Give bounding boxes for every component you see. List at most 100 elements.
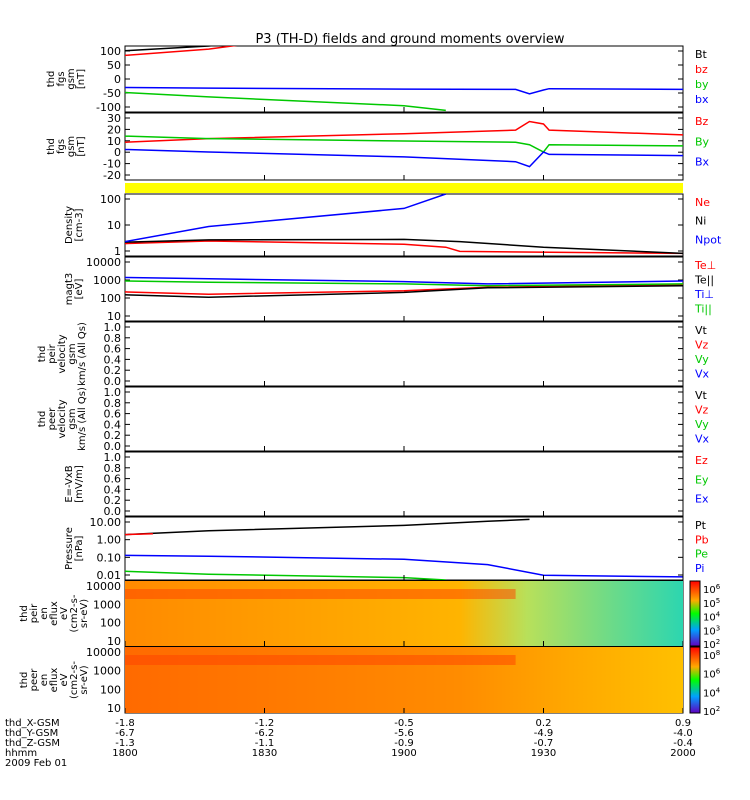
legend-entry: Pb [695, 533, 709, 546]
x-axis-value: 0.9 [675, 718, 691, 729]
legend-entry: Ne [695, 196, 710, 209]
y-tick-label: 100 [100, 193, 121, 206]
y-tick-label: 10 [107, 310, 121, 323]
y-tick-label: -10 [103, 158, 121, 171]
x-axis-value: -1.2 [255, 718, 275, 729]
x-axis-value: -1.3 [115, 738, 135, 749]
y-axis-label-line: eV [59, 673, 70, 686]
spectrogram-band [125, 655, 516, 665]
series-line-Pe [125, 570, 446, 580]
y-axis-label: thd fgs gsm [nT] [46, 68, 87, 89]
y-axis-label-line: km/s (All Qs) [77, 322, 88, 386]
y-tick-label: 0.6 [104, 408, 122, 421]
y-axis-label-line: eflux [49, 668, 60, 693]
series-line-Bt [125, 46, 216, 52]
legend-entry: Pi [695, 562, 704, 575]
legend-entry: Pt [695, 519, 707, 532]
legend-entry: Vx [695, 368, 710, 381]
y-axis-label: thd peer en eflux eV (cm2-s-sr-eV) [19, 661, 90, 699]
panel-frame [124, 45, 684, 113]
panel-peir_velocity: thd peir velocity gsm km/s (All Qs) 1.00.80.6… [37, 321, 710, 388]
y-axis-label-line: Pressure [64, 527, 75, 570]
y-axis-label-line: velocity [57, 334, 68, 373]
colorbar-tick-label: 102 [703, 638, 720, 651]
legend-entry: By [695, 135, 710, 148]
y-tick-label: 10000 [86, 646, 121, 659]
figure-title: P3 (TH-D) fields and ground moments over… [255, 32, 564, 47]
legend-entry: Vy [695, 418, 709, 431]
y-axis-label-line: gsm [67, 343, 78, 364]
legend-entry: Ey [695, 473, 709, 486]
legend-entry: Ti|| [694, 303, 712, 316]
y-tick-label: 0 [114, 146, 121, 159]
y-axis-label-line: thd [19, 605, 30, 622]
flag-bar [125, 183, 683, 193]
x-axis-value: -6.7 [115, 728, 135, 739]
series-line-bz [125, 46, 238, 57]
y-axis-label-line: (cm2-s- [69, 661, 80, 699]
legend-entry: Vz [695, 339, 709, 352]
panel-frame [124, 386, 684, 452]
y-axis-label-line: km/s (All Qs) [77, 387, 88, 451]
series-line-by [125, 91, 446, 112]
y-tick-label: 1000 [93, 665, 121, 678]
y-tick-label: 100 [100, 683, 121, 696]
y-tick-label: 30 [107, 112, 121, 125]
panel-frame [124, 451, 684, 517]
y-tick-label: 100 [100, 45, 121, 58]
x-axis-value: -1.8 [115, 718, 135, 729]
x-axis-value: -6.2 [255, 728, 275, 739]
legend-entry: bz [695, 63, 708, 76]
y-axis-label: thd fgs gsm [nT] [46, 136, 87, 157]
y-tick-label: -100 [96, 101, 121, 114]
y-tick-label: 1000 [93, 274, 121, 287]
panel-peer_spectrum: thd peer en eflux eV (cm2-s-sr-eV) 10000 1000 10… [19, 646, 721, 718]
y-tick-label: 100 [100, 617, 121, 630]
series-group [125, 120, 683, 168]
colorbar-tick-label: 106 [703, 583, 721, 596]
y-tick-label: 1.0 [104, 386, 122, 399]
x-axis-value: -0.9 [394, 738, 414, 749]
colorbar-tick-label: 105 [703, 597, 720, 610]
y-tick-label: 10 [107, 702, 121, 715]
y-axis-label-line: thd [37, 411, 48, 428]
y-axis-label-line: [cm-3] [74, 208, 85, 241]
y-tick-label: 10 [107, 135, 121, 148]
colorbar [689, 646, 701, 714]
x-axis-value: -0.4 [673, 738, 693, 749]
series-line-Pt [125, 518, 530, 536]
legend-entry: Vx [695, 433, 710, 446]
y-axis-label-line: gsm [66, 136, 77, 157]
y-axis-label-line: Density [64, 206, 75, 244]
colorbar-tick-label: 103 [703, 624, 720, 637]
x-axis-value: 1900 [391, 748, 416, 759]
y-tick-label: 0.8 [104, 332, 122, 345]
legend-entry: Ti⊥ [694, 288, 714, 301]
y-tick-label: 0 [114, 73, 121, 86]
y-tick-label: 0.4 [104, 483, 122, 496]
x-axis-value: -4.0 [673, 728, 693, 739]
y-tick-label: -20 [103, 169, 121, 182]
y-axis-label-line: peer [29, 668, 40, 692]
y-tick-label: 0.2 [104, 429, 122, 442]
y-axis-label-line: [nT] [76, 136, 87, 156]
legend-entry: Te⊥ [694, 259, 716, 272]
series-line-Bz [125, 120, 683, 143]
y-axis-label-line: eflux [49, 601, 60, 626]
y-axis-label-line: sr-eV) [79, 599, 90, 628]
legend-entry: Bt [695, 48, 708, 61]
y-tick-label: 0.4 [104, 418, 122, 431]
panel-frame [124, 516, 684, 581]
y-tick-label: 0.6 [104, 343, 122, 356]
colorbar-tick-label: 104 [703, 611, 721, 624]
y-axis-label-line: E=-VxB [64, 465, 75, 502]
y-axis-label: magt3 [eV] [64, 273, 85, 306]
y-tick-label: 1.00 [97, 534, 122, 547]
series-line-Ti|| [125, 280, 683, 287]
series-line-Pi [125, 554, 683, 578]
y-axis-label-line: [mV/m] [74, 465, 85, 503]
